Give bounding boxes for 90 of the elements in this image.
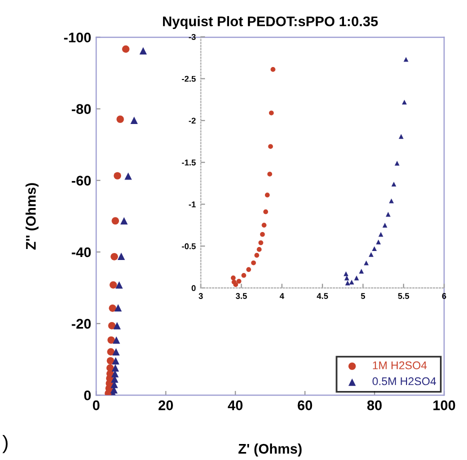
point <box>110 281 117 289</box>
point <box>104 390 112 396</box>
point <box>344 276 350 280</box>
point <box>114 172 122 180</box>
point <box>112 364 120 372</box>
y-tick-label: -1 <box>188 202 196 208</box>
point <box>130 116 138 124</box>
x-tick-label: 3.5 <box>236 293 247 299</box>
y-tick-label: -40 <box>72 247 91 258</box>
point <box>113 322 121 330</box>
x-tick-label: 40 <box>228 400 243 410</box>
legend-label: 0.5M H2SO4 <box>372 377 436 386</box>
x-tick-label: 3 <box>198 293 203 299</box>
point <box>112 217 120 225</box>
x-axis-title: Z' (Ohms) <box>238 444 302 456</box>
point <box>114 304 122 312</box>
x-tick-label: 100 <box>433 400 456 410</box>
y-tick-label: -1.5 <box>182 160 196 166</box>
point <box>263 209 268 214</box>
legend-label: 1M H2SO4 <box>372 361 427 370</box>
point <box>115 281 123 289</box>
point <box>112 336 120 344</box>
y-tick-label: 0 <box>192 285 196 292</box>
y-tick-label: -100 <box>64 32 91 42</box>
point <box>391 182 396 187</box>
point <box>382 222 388 228</box>
point <box>256 247 262 252</box>
point <box>268 144 273 149</box>
point <box>112 357 120 364</box>
point <box>122 45 130 53</box>
point <box>246 267 252 272</box>
point <box>267 172 272 177</box>
point <box>107 348 114 356</box>
x-tick-label: 4.5 <box>316 293 328 299</box>
y-tick-label: -3 <box>188 34 196 40</box>
point <box>264 192 270 198</box>
y-axis-title: Z'' (Ohms) <box>26 183 39 250</box>
point <box>241 272 246 278</box>
text: ) <box>2 434 8 454</box>
y-tick-label: -2.5 <box>182 76 196 82</box>
point <box>108 304 116 312</box>
point <box>118 252 125 260</box>
chart-title: Nyquist Plot PEDOT:sPPO 1:0.35 <box>163 16 378 30</box>
point <box>230 276 236 280</box>
x-tick-label: 6 <box>442 293 446 299</box>
point <box>110 252 118 260</box>
point <box>120 217 128 225</box>
y-tick-label: -2 <box>188 118 196 124</box>
x-tick-label: 0 <box>92 400 100 410</box>
point <box>124 172 132 180</box>
x-tick-label: 60 <box>298 400 312 410</box>
point <box>139 47 147 55</box>
y-tick-label: -80 <box>72 104 91 114</box>
y-tick-label: -60 <box>72 176 91 186</box>
point <box>106 357 114 364</box>
point <box>112 348 120 356</box>
point <box>354 276 359 280</box>
y-tick-label: -20 <box>72 318 91 329</box>
point <box>402 100 407 105</box>
x-tick-label: 80 <box>367 400 382 410</box>
x-tick-label: 20 <box>158 400 173 410</box>
point <box>260 232 265 237</box>
y-tick-label: -0.5 <box>182 243 196 250</box>
point <box>262 222 266 228</box>
point <box>116 116 124 123</box>
point <box>107 336 115 344</box>
point <box>388 198 394 204</box>
x-tick-label: 5.5 <box>398 293 410 299</box>
point <box>378 232 384 237</box>
point <box>376 240 381 244</box>
point <box>349 280 354 285</box>
point <box>251 260 256 266</box>
point <box>108 322 116 330</box>
point <box>398 134 404 139</box>
point <box>270 67 276 72</box>
point <box>345 280 350 286</box>
point <box>254 252 260 258</box>
x-tick-label: 4 <box>280 293 284 299</box>
x-tick-label: 5 <box>360 293 366 299</box>
point <box>358 268 364 274</box>
y-tick-label: 0 <box>84 390 91 400</box>
point <box>368 252 374 257</box>
point <box>268 110 274 116</box>
point <box>232 280 236 285</box>
point <box>236 278 242 284</box>
point <box>372 246 377 252</box>
point <box>258 240 264 246</box>
point <box>394 160 400 166</box>
point <box>404 57 408 62</box>
point <box>386 212 391 217</box>
